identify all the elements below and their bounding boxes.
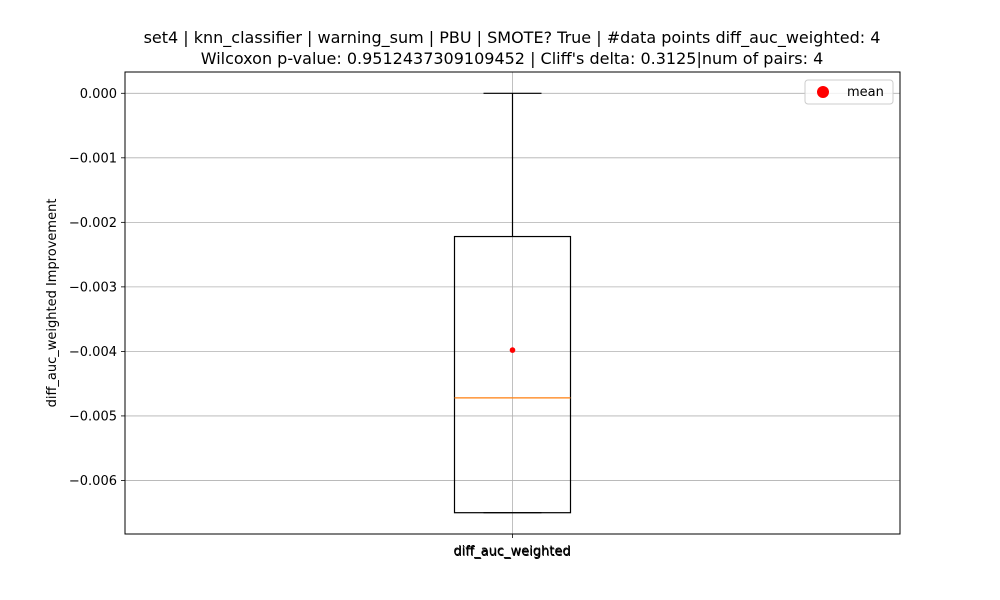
chart-title-line1: set4 | knn_classifier | warning_sum | PB… bbox=[144, 28, 881, 48]
y-tick-label: −0.003 bbox=[69, 280, 117, 295]
legend-mean-marker bbox=[817, 86, 829, 98]
legend-mean-label: mean bbox=[847, 85, 884, 100]
mean-marker bbox=[509, 347, 516, 353]
box-iqr bbox=[453, 235, 572, 514]
legend: mean bbox=[804, 79, 894, 105]
x-tick-label: diff_auc_weighted bbox=[454, 545, 571, 560]
legend-frame bbox=[804, 79, 894, 105]
y-tick-label: 0.000 bbox=[80, 87, 117, 102]
y-axis-label: diff_auc_weighted Improvement bbox=[45, 199, 60, 408]
y-tick-label: −0.005 bbox=[69, 409, 117, 424]
chart-title-line2: Wilcoxon p-value: 0.9512437309109452 | C… bbox=[201, 49, 824, 68]
y-tick-label: −0.002 bbox=[69, 216, 117, 231]
x-axis-label: diff_auc_weighted bbox=[453, 544, 570, 559]
box-layer bbox=[453, 92, 572, 514]
plot-frame bbox=[124, 71, 901, 535]
y-tick-label: −0.001 bbox=[69, 151, 117, 166]
axes-layer: 0.000 −0.001 −0.002 −0.003 −0.004 −0.005 −0.00… bbox=[69, 71, 901, 560]
y-tick-label: −0.004 bbox=[69, 345, 117, 360]
y-tick-label: −0.006 bbox=[69, 474, 117, 489]
